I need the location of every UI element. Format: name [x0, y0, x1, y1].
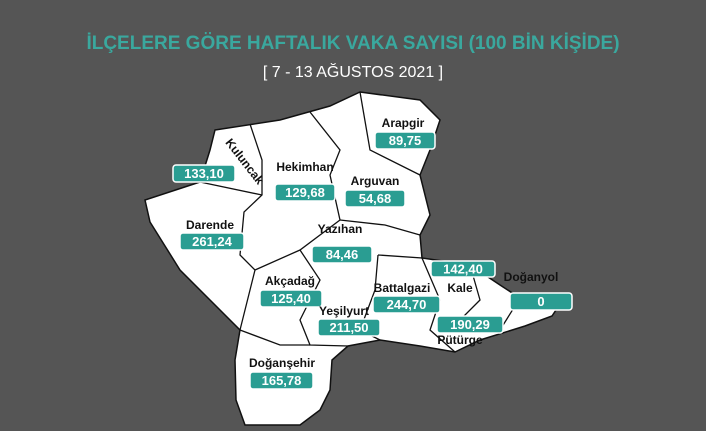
- value-box: [274, 183, 336, 202]
- district-name: Yeşilyurt: [319, 304, 369, 318]
- subtitle: [ 7 - 13 AĞUSTOS 2021 ]: [263, 62, 443, 81]
- district-name: Darende: [186, 218, 234, 232]
- value-box: [374, 131, 436, 150]
- district-border: [239, 329, 310, 346]
- district-name: Akçadağ: [265, 274, 315, 288]
- district-name: Battalgazi: [374, 281, 431, 295]
- district-border: [199, 181, 263, 196]
- district-value: 133,10: [184, 166, 224, 181]
- district-value: 89,75: [389, 133, 422, 148]
- district-value: 142,40: [443, 261, 483, 276]
- district-name: Doğanşehir: [249, 356, 315, 370]
- value-box: [436, 315, 504, 334]
- district-value: 211,50: [329, 320, 368, 335]
- district-name: Arguvan: [351, 174, 400, 188]
- district-value: 261,24: [192, 234, 233, 249]
- district-name: Kale: [447, 281, 473, 295]
- value-box: [311, 245, 373, 264]
- title: İLÇELERE GÖRE HAFTALIK VAKA SAYISI (100 …: [86, 33, 619, 54]
- value-box: [172, 164, 236, 183]
- value-box: [317, 318, 381, 337]
- district-border: [339, 219, 421, 236]
- value-box: [509, 292, 573, 311]
- district-name: Yazıhan: [318, 222, 363, 236]
- value-box: [259, 289, 323, 308]
- district-value: 84,46: [326, 247, 359, 262]
- district-name: Arapgir: [382, 116, 425, 130]
- district-value: 54,68: [359, 191, 392, 206]
- district-value: 0: [537, 294, 544, 309]
- value-box: [372, 295, 441, 314]
- district-name: Pütürge: [437, 333, 483, 347]
- district-value: 165,78: [262, 373, 302, 388]
- value-box: [344, 189, 406, 208]
- value-box: [179, 232, 245, 251]
- value-box: [249, 371, 314, 390]
- district-name: Doğanyol: [504, 270, 559, 284]
- district-name: Hekimhan: [276, 160, 333, 174]
- value-box: [430, 260, 496, 278]
- district-value: 244,70: [387, 297, 427, 312]
- district-value: 129,68: [285, 185, 325, 200]
- district-border: [359, 91, 421, 176]
- district-border: [299, 249, 349, 347]
- district-value: 190,29: [450, 317, 490, 332]
- district-value: 125,40: [271, 291, 311, 306]
